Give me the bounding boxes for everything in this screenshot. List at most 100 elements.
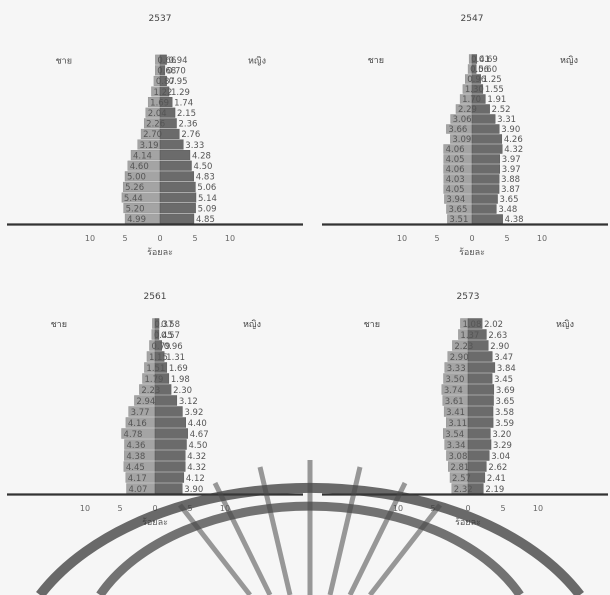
female-bar <box>471 214 503 224</box>
female-bar <box>154 362 168 373</box>
female-bar <box>154 351 165 362</box>
female-bar <box>159 150 191 161</box>
female-bar <box>159 54 167 65</box>
female-value-label: 3.59 <box>495 419 514 429</box>
female-bar <box>467 362 496 373</box>
male-value-label: 2.70 <box>143 130 162 140</box>
male-value-label: 3.77 <box>131 408 150 418</box>
female-value-label: 4.83 <box>196 173 215 183</box>
female-bar <box>159 75 167 86</box>
male-label: ชาย <box>364 320 380 330</box>
male-value-label: 0.87 <box>156 77 175 87</box>
female-value-label: 0.69 <box>479 55 498 65</box>
x-tick-label: 0 <box>157 234 162 243</box>
male-value-label: 1.79 <box>144 375 163 385</box>
female-bar <box>471 134 503 144</box>
male-value-label: 5.20 <box>126 204 145 214</box>
female-bar <box>159 118 177 129</box>
female-bar <box>467 428 491 439</box>
female-bar <box>467 450 490 461</box>
female-bar <box>467 395 494 406</box>
female-bar <box>154 439 187 450</box>
x-tick-label: 10 <box>393 504 403 513</box>
male-value-label: 3.66 <box>448 125 467 135</box>
female-label: หญิง <box>556 319 574 330</box>
female-value-label: 0.94 <box>169 56 188 66</box>
female-value-label: 4.26 <box>504 135 523 145</box>
female-value-label: 1.91 <box>487 95 506 105</box>
x-tick-label: 0 <box>465 504 470 513</box>
female-value-label: 4.28 <box>192 151 211 161</box>
female-value-label: 1.55 <box>485 85 504 95</box>
x-tick-label: 5 <box>500 504 505 513</box>
male-value-label: 1.51 <box>146 364 165 374</box>
x-tick-label: 5 <box>504 234 509 243</box>
female-bar <box>154 450 186 461</box>
male-value-label: 3.94 <box>446 195 465 205</box>
female-bar <box>467 384 495 395</box>
female-value-label: 2.36 <box>179 120 198 130</box>
male-value-label: 2.23 <box>454 342 473 352</box>
female-label: หญิง <box>560 55 578 66</box>
female-value-label: 3.04 <box>491 452 510 462</box>
male-value-label: 0.96 <box>467 75 486 85</box>
male-value-label: 2.23 <box>141 386 160 396</box>
male-value-label: 4.03 <box>446 175 465 185</box>
x-tick-label: 10 <box>537 234 547 243</box>
male-value-label: 0.79 <box>151 342 170 352</box>
male-value-label: 1.37 <box>460 331 479 341</box>
male-value-label: 1.15 <box>149 353 168 363</box>
male-value-label: 1.08 <box>462 320 481 330</box>
female-bar <box>467 406 494 417</box>
female-value-label: 0.95 <box>169 77 188 87</box>
male-value-label: 4.06 <box>446 145 465 155</box>
panel-title: 2561 <box>144 292 167 302</box>
female-bar <box>159 86 170 97</box>
female-value-label: 3.92 <box>184 408 203 418</box>
male-value-label: 1.30 <box>465 85 484 95</box>
female-value-label: 3.45 <box>494 375 513 385</box>
male-value-label: 4.05 <box>446 155 465 165</box>
female-bar <box>159 213 195 224</box>
female-bar <box>159 97 173 108</box>
female-bar <box>154 417 186 428</box>
female-bar <box>467 472 486 483</box>
female-value-label: 3.33 <box>185 141 204 151</box>
male-value-label: 3.34 <box>447 441 466 451</box>
x-tick-label: 10 <box>80 504 90 513</box>
female-bar <box>154 340 162 351</box>
male-value-label: 2.94 <box>136 397 155 407</box>
female-value-label: 3.69 <box>496 386 515 396</box>
x-tick-label: 10 <box>533 504 543 513</box>
female-value-label: 3.29 <box>493 441 512 451</box>
female-value-label: 4.85 <box>196 215 215 225</box>
x-axis-label: ร้อยละ <box>455 517 481 528</box>
female-bar <box>154 384 172 395</box>
female-bar <box>154 318 160 329</box>
x-tick-label: 10 <box>85 234 95 243</box>
female-value-label: 4.32 <box>187 452 206 462</box>
male-value-label: 0.41 <box>471 55 490 65</box>
male-value-label: 5.00 <box>127 173 146 183</box>
male-value-label: 4.14 <box>133 151 152 161</box>
female-bar <box>159 171 195 182</box>
male-value-label: 4.78 <box>124 430 143 440</box>
female-value-label: 4.50 <box>194 162 213 172</box>
female-value-label: 3.88 <box>501 175 520 185</box>
female-bar <box>154 472 185 483</box>
female-value-label: 3.87 <box>501 185 520 195</box>
female-value-label: 3.90 <box>501 125 520 135</box>
female-bar <box>159 65 166 76</box>
male-value-label: 3.08 <box>448 452 467 462</box>
female-value-label: 0.60 <box>478 65 497 75</box>
female-bar <box>467 417 494 428</box>
female-bar <box>467 329 487 340</box>
male-value-label: 0.37 <box>154 320 173 330</box>
female-value-label: 0.70 <box>167 67 186 77</box>
female-bar <box>471 124 500 134</box>
female-value-label: 1.98 <box>171 375 190 385</box>
